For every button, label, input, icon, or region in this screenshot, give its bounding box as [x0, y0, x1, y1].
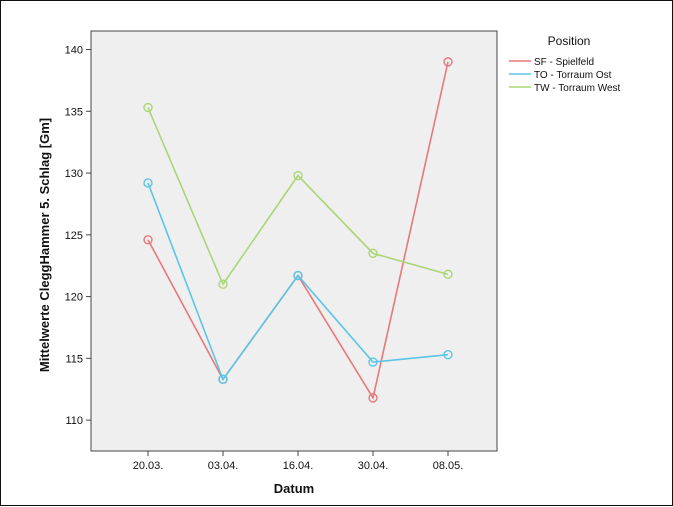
data-point	[443, 269, 453, 280]
legend-title: Position	[548, 34, 591, 48]
axis-layer: 110 115 120 125 130 135 140 20.03. 03.04. 16.04. 3…	[65, 45, 464, 472]
x-tick-label: 30.04.	[358, 460, 389, 472]
series-layer	[143, 57, 453, 403]
data-point	[293, 270, 303, 281]
data-point	[293, 170, 303, 181]
y-tick-label: 130	[65, 168, 83, 180]
series-line	[147, 182, 449, 382]
series-2	[143, 102, 453, 289]
legend-label: TW - Torraum West	[534, 83, 621, 94]
data-point	[443, 349, 453, 360]
y-tick-label: 135	[65, 106, 83, 118]
legend: SF - Spielfeld TO - Torraum Ost TW - Torra…	[509, 57, 621, 94]
data-point	[368, 357, 378, 367]
x-axis-title: Datum	[274, 481, 314, 496]
data-point	[218, 279, 228, 289]
plot-layer	[90, 30, 498, 452]
data-point	[143, 178, 153, 188]
y-tick-label: 115	[65, 353, 83, 365]
plot-area	[90, 30, 498, 452]
y-tick-label: 120	[65, 292, 83, 304]
data-point	[368, 393, 378, 403]
x-tick-label: 16.04.	[283, 460, 314, 472]
x-tick-label: 08.05.	[433, 460, 464, 472]
y-tick-label: 125	[65, 230, 83, 242]
x-tick-label: 20.03.	[133, 460, 164, 472]
y-tick-label: 140	[65, 45, 83, 57]
y-tick-label: 110	[65, 415, 83, 427]
series-1	[143, 178, 453, 385]
data-point	[443, 57, 453, 67]
x-tick-label: 03.04.	[208, 460, 239, 472]
series-line	[147, 107, 449, 286]
data-point	[143, 235, 153, 245]
data-point	[218, 374, 228, 385]
data-point	[368, 248, 378, 259]
legend-label: TO - Torraum Ost	[534, 70, 612, 81]
y-axis-title: Mittelwerte CleggHammer 5. Schlag [Gm]	[37, 118, 52, 372]
data-point	[143, 102, 153, 113]
legend-label: SF - Spielfeld	[534, 57, 594, 68]
